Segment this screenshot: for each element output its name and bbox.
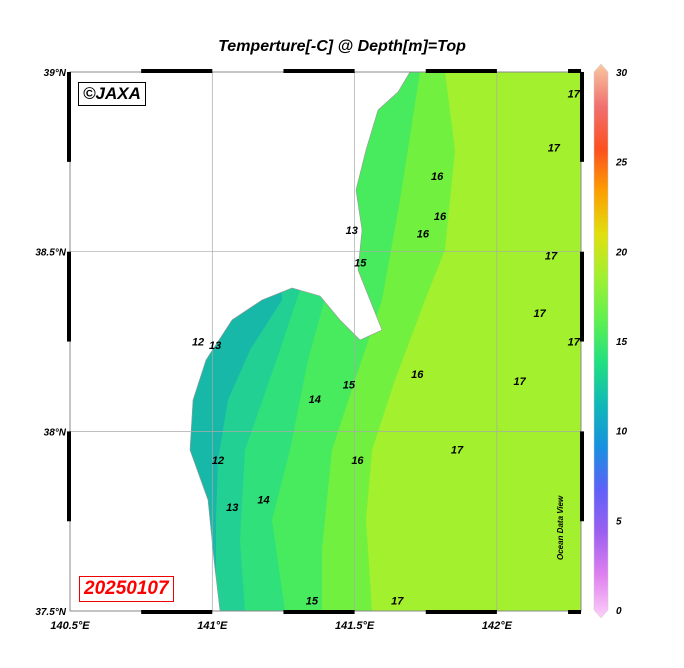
lat-tick-label: 38°N bbox=[44, 427, 67, 438]
contour-label: 15 bbox=[306, 595, 319, 607]
contour-label: 16 bbox=[434, 211, 447, 223]
lon-tick-label: 141.5°E bbox=[335, 620, 375, 632]
frame-bar-right bbox=[580, 431, 584, 522]
jaxa-watermark: ©JAXA bbox=[78, 82, 146, 106]
lat-tick-label: 37.5°N bbox=[35, 607, 66, 618]
contour-label: 17 bbox=[451, 444, 464, 456]
colorbar-tick-label: 25 bbox=[615, 158, 628, 169]
contour-label: 17 bbox=[545, 250, 558, 262]
lon-tick-label: 141°E bbox=[197, 620, 228, 632]
date-label: 20250107 bbox=[79, 576, 174, 602]
contour-label: 14 bbox=[257, 495, 269, 507]
frame-bar-top bbox=[425, 69, 497, 73]
contour-label: 16 bbox=[417, 229, 430, 241]
contour-label: 13 bbox=[346, 225, 358, 237]
frame-bar-left bbox=[67, 251, 71, 342]
contour-label: 13 bbox=[226, 502, 238, 514]
contour-label: 17 bbox=[548, 142, 561, 154]
frame-bar-top bbox=[568, 69, 581, 73]
contour-label: 17 bbox=[391, 595, 404, 607]
colorbar-tick-label: 20 bbox=[615, 247, 628, 258]
frame-bar-bottom bbox=[283, 610, 355, 614]
frame-bar-left bbox=[67, 431, 71, 522]
ocean-layers bbox=[70, 72, 581, 611]
colorbar-tick-label: 5 bbox=[616, 516, 622, 527]
contour-label: 12 bbox=[192, 337, 204, 349]
frame-bar-bottom bbox=[425, 610, 497, 614]
frame-bar-right bbox=[580, 251, 584, 342]
ocean-data-view-credit: Ocean Data View bbox=[556, 495, 565, 560]
colorbar-tick-label: 10 bbox=[616, 427, 628, 438]
frame-bar-right bbox=[580, 72, 584, 162]
map-title: Temperture[-C] @ Depth[m]=Top bbox=[218, 38, 466, 55]
frame-bar-top bbox=[283, 69, 355, 73]
contour-label: 16 bbox=[431, 171, 444, 183]
colorbar-tick-label: 30 bbox=[616, 68, 628, 79]
colorbar-tick-label: 0 bbox=[616, 606, 622, 617]
contour-label: 17 bbox=[514, 376, 527, 388]
contour-label: 17 bbox=[568, 337, 581, 349]
colorbar-tick-label: 15 bbox=[616, 337, 628, 348]
frame-bar-left bbox=[67, 72, 71, 162]
contour-label: 15 bbox=[343, 380, 356, 392]
contour-label: 12 bbox=[212, 455, 224, 467]
contour-label: 17 bbox=[533, 308, 546, 320]
contour-label: 16 bbox=[351, 455, 364, 467]
lon-tick-label: 142°E bbox=[482, 620, 513, 632]
frame-bar-top bbox=[141, 69, 213, 73]
contour-label: 14 bbox=[309, 394, 321, 406]
contour-label: 16 bbox=[411, 369, 424, 381]
frame-bar-bottom bbox=[568, 610, 581, 614]
contour-label: 13 bbox=[209, 340, 221, 352]
contour-label: 15 bbox=[354, 257, 367, 269]
colorbar bbox=[593, 63, 609, 619]
lat-tick-label: 39°N bbox=[44, 68, 67, 79]
contour-label: 17 bbox=[568, 89, 581, 101]
land bbox=[70, 72, 411, 611]
lat-tick-label: 38.5°N bbox=[35, 248, 66, 259]
frame-bar-bottom bbox=[141, 610, 213, 614]
lon-tick-label: 140.5°E bbox=[50, 620, 90, 632]
